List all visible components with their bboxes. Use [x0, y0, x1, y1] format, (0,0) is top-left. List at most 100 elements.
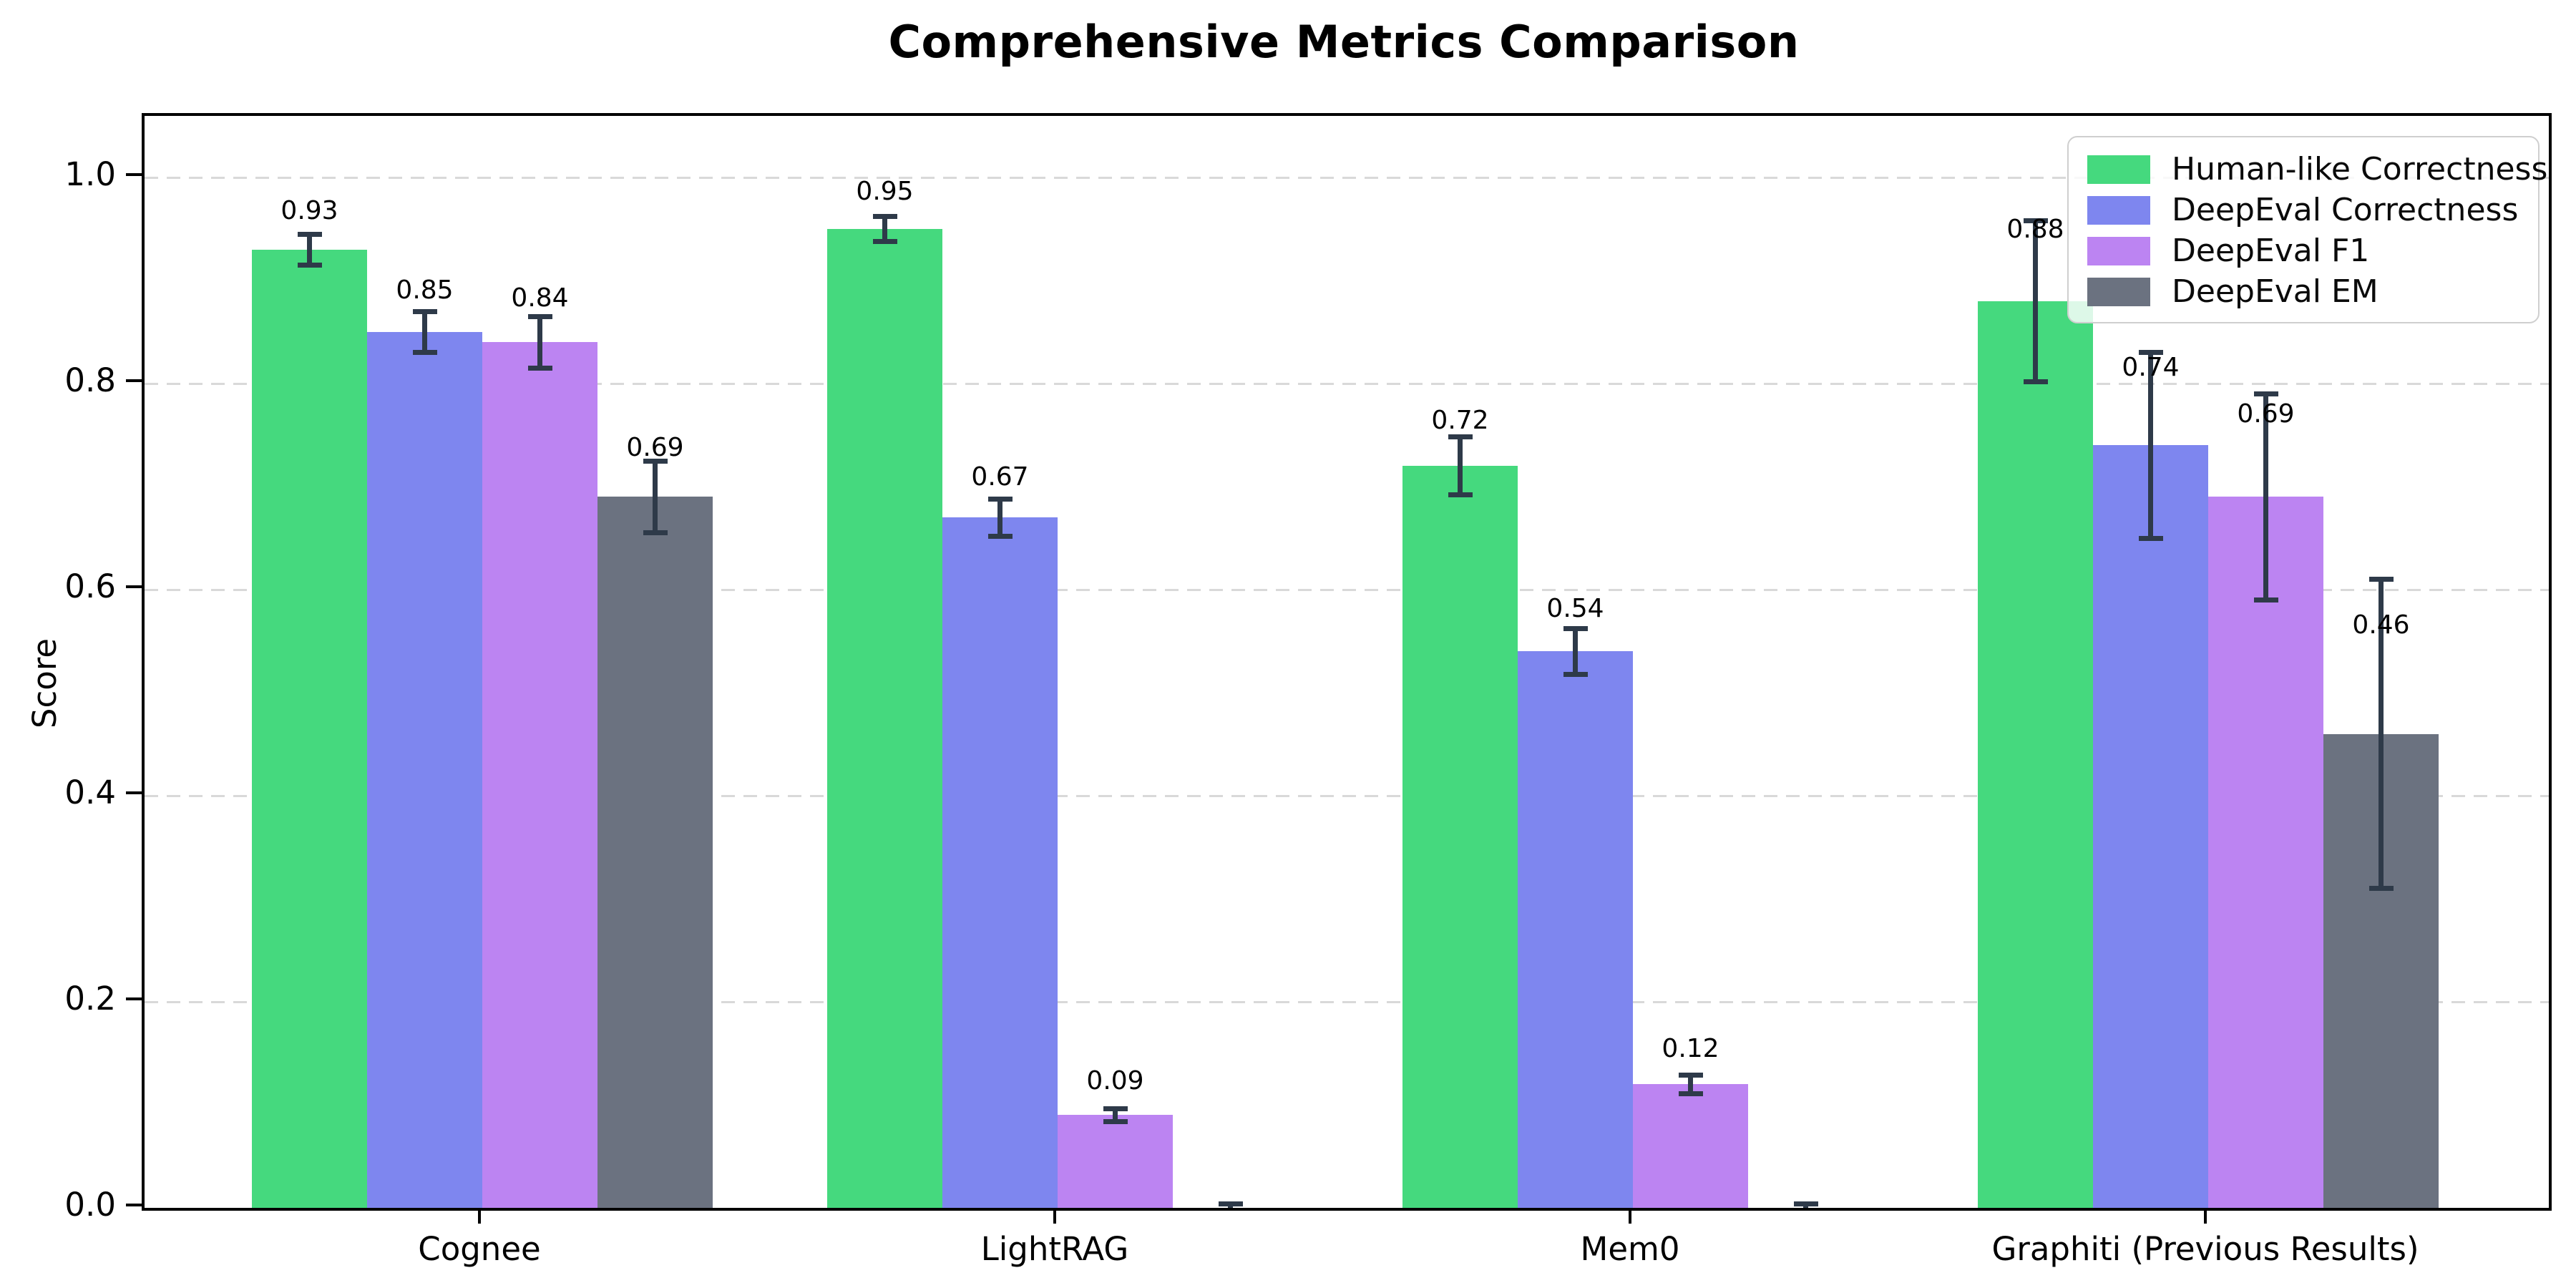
error-bar-cap: [1103, 1118, 1128, 1124]
bar-value-label: 0.85: [396, 275, 454, 306]
bar: [597, 497, 713, 1208]
error-bar: [1458, 436, 1463, 495]
bar-value-label: 0.54: [1546, 594, 1604, 624]
bar: [367, 332, 482, 1208]
error-bar-cap: [1793, 1201, 1818, 1206]
legend-item-label: Human-like Correctness: [2172, 151, 2548, 187]
error-bar-cap: [527, 313, 552, 319]
y-tick-label: 0.0: [64, 1186, 116, 1224]
error-bar-cap: [1448, 492, 1473, 498]
error-bar-cap: [643, 530, 668, 536]
gridline: [145, 176, 2549, 179]
bar: [1978, 301, 2093, 1208]
bar-value-label: 0.46: [2352, 610, 2410, 640]
error-bar-cap: [2253, 597, 2278, 602]
legend-item: DeepEval F1: [2069, 230, 2538, 271]
error-bar-cap: [297, 262, 322, 268]
legend-swatch: [2087, 195, 2150, 225]
error-bar-cap: [527, 365, 552, 371]
bar-value-label: 0.84: [511, 283, 569, 313]
x-tick-label: LightRAG: [980, 1230, 1129, 1268]
y-tick: [126, 173, 142, 176]
error-bar: [2148, 352, 2153, 538]
gridline: [145, 382, 2549, 385]
bar: [482, 342, 597, 1208]
error-bar: [537, 316, 542, 369]
bar: [942, 517, 1058, 1208]
bar-value-label: 0.95: [856, 177, 914, 207]
error-bar-cap: [1678, 1091, 1703, 1096]
error-bar: [1573, 628, 1578, 675]
error-bar: [1113, 1108, 1118, 1122]
gridline: [145, 588, 2549, 591]
legend-item-label: DeepEval Correctness: [2172, 192, 2519, 228]
error-bar-cap: [2138, 350, 2163, 356]
bar-value-label: 0.74: [2122, 353, 2180, 383]
error-bar-cap: [1218, 1201, 1243, 1206]
bar-value-label: 0.93: [280, 195, 338, 225]
error-bar-cap: [643, 458, 668, 464]
legend-swatch: [2087, 155, 2150, 184]
legend-item: Human-like Correctness: [2069, 149, 2547, 190]
bar: [827, 229, 942, 1208]
x-tick-label: Graphiti (Previous Results): [1991, 1230, 2419, 1268]
plot-area: Human-like Correctness DeepEval Correctne…: [142, 113, 2552, 1211]
error-bar-cap: [412, 350, 437, 356]
error-bar: [422, 311, 427, 353]
x-tick-label: Cognee: [418, 1230, 541, 1268]
error-bar: [2379, 579, 2384, 889]
chart-title: Comprehensive Metrics Comparison: [888, 16, 1800, 68]
error-bar-cap: [2368, 577, 2394, 582]
bar: [1633, 1084, 1748, 1208]
error-bar-cap: [1678, 1072, 1703, 1078]
bar: [252, 250, 367, 1208]
bar-value-label: 0.88: [2006, 215, 2064, 245]
error-bar-cap: [872, 238, 897, 244]
legend-swatch: [2087, 236, 2150, 265]
error-bar-cap: [2368, 886, 2394, 892]
x-tick: [2204, 1208, 2207, 1224]
bar-value-label: 0.69: [2237, 399, 2295, 429]
x-tick-label: Mem0: [1580, 1230, 1680, 1268]
bar: [2208, 497, 2323, 1208]
error-bar: [882, 216, 887, 242]
error-bar-cap: [872, 214, 897, 220]
y-tick: [126, 791, 142, 794]
y-tick-label: 0.6: [64, 567, 116, 605]
error-bar: [307, 234, 312, 265]
bar-value-label: 0.67: [971, 462, 1029, 492]
error-bar-cap: [987, 496, 1013, 502]
legend-item-label: DeepEval F1: [2172, 233, 2370, 269]
error-bar: [997, 499, 1002, 537]
legend-item: DeepEval Correctness: [2069, 190, 2538, 230]
bar: [2093, 445, 2208, 1208]
bar-value-label: 0.09: [1086, 1065, 1144, 1096]
y-tick-label: 0.4: [64, 774, 116, 811]
error-bar: [1688, 1075, 1693, 1094]
error-bar-cap: [1563, 626, 1588, 632]
x-tick: [1053, 1208, 1056, 1224]
y-tick: [126, 585, 142, 588]
bar-value-label: 0.12: [1662, 1033, 1719, 1063]
error-bar-cap: [297, 231, 322, 237]
x-tick: [1629, 1208, 1631, 1224]
error-bar-cap: [2253, 391, 2278, 396]
error-bar: [2033, 220, 2038, 382]
y-tick-label: 1.0: [64, 155, 116, 193]
error-bar: [653, 461, 658, 533]
error-bar: [2263, 394, 2268, 600]
bar-value-label: 0.69: [626, 433, 684, 462]
y-axis-label: Score: [26, 638, 64, 729]
error-bar-cap: [2023, 379, 2048, 384]
legend-item: DeepEval EM: [2069, 271, 2538, 312]
legend-swatch: [2087, 277, 2150, 306]
bar: [1518, 651, 1633, 1208]
bar: [1402, 466, 1518, 1208]
bar-value-label: 0.72: [1431, 405, 1489, 435]
bar: [1058, 1115, 1173, 1208]
error-bar-cap: [2023, 218, 2048, 223]
legend-item-label: DeepEval EM: [2172, 273, 2379, 310]
error-bar-cap: [1563, 671, 1588, 677]
x-tick: [478, 1208, 481, 1224]
